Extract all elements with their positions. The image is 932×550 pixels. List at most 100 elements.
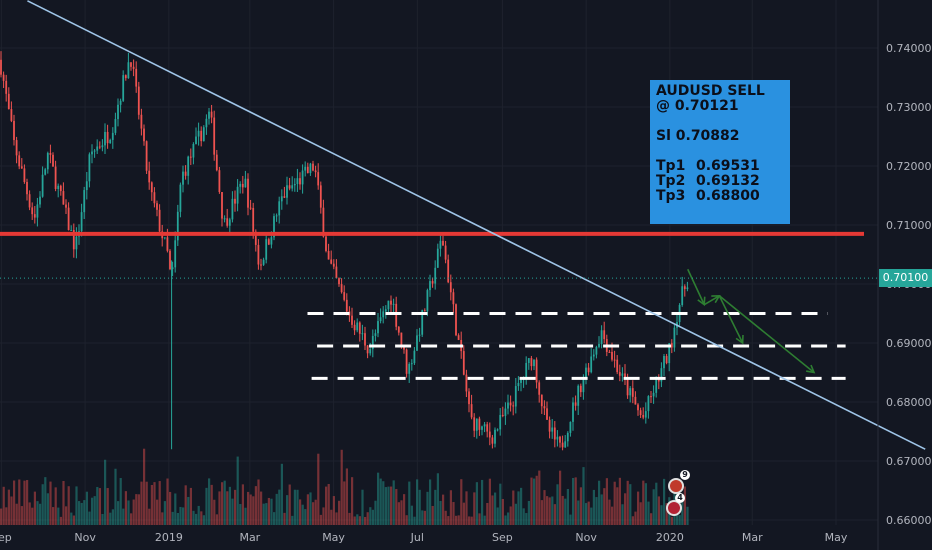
volume-bar <box>496 507 499 525</box>
volume-bar <box>486 502 489 525</box>
volume-bar <box>449 490 452 525</box>
annotation-tp3: Tp3 0.68800 <box>656 188 760 204</box>
volume-bar <box>215 514 218 525</box>
volume-bar <box>148 508 151 525</box>
x-tick-label: Sep <box>492 531 513 544</box>
candle-body <box>494 429 496 444</box>
volume-bar <box>657 496 660 525</box>
candle-body <box>670 343 673 348</box>
candle-body <box>561 442 564 448</box>
volume-bar <box>49 481 52 525</box>
candle-body <box>540 394 543 407</box>
candle-body <box>150 182 153 193</box>
volume-bar <box>439 500 442 525</box>
volume-bar <box>174 493 177 525</box>
volume-bar <box>670 516 673 525</box>
volume-bar <box>20 506 23 525</box>
volume-bar <box>301 504 304 525</box>
volume-bar <box>195 513 198 525</box>
candle-body <box>371 335 374 350</box>
candle-body <box>452 292 455 305</box>
candle-body <box>423 310 426 312</box>
volume-bar <box>403 494 406 525</box>
candle-body <box>616 359 619 373</box>
us-flag-icon[interactable] <box>666 500 682 516</box>
volume-bar <box>101 513 104 525</box>
x-tick-label: Mar <box>742 531 763 544</box>
candle-body <box>52 154 54 167</box>
volume-bar <box>533 478 536 525</box>
volume-bar <box>143 448 146 525</box>
event-flag-icon[interactable] <box>668 478 684 494</box>
volume-bar <box>338 500 341 525</box>
candle-body <box>449 282 452 293</box>
candle-body <box>135 68 138 87</box>
candle-body <box>236 186 239 204</box>
volume-bar <box>197 505 200 525</box>
event-count-badge[interactable]: 9 <box>680 470 690 480</box>
time-axis[interactable]: Sep Nov 2019 Mar May Jul Sep Nov 2020 Mar May <box>0 531 848 544</box>
candle-body <box>366 345 369 354</box>
candle-body <box>447 259 450 283</box>
volume-bar <box>98 488 101 525</box>
candle-body <box>468 391 470 405</box>
volume-bar <box>460 479 463 525</box>
candle-body <box>75 236 78 250</box>
price-axis[interactable]: 0.740000.730000.720000.710000.700000.690… <box>886 42 932 527</box>
projection-arrowhead <box>735 334 744 345</box>
volume-bar <box>491 495 494 525</box>
candle-body <box>309 163 312 174</box>
volume-bar <box>226 491 229 525</box>
candle-body <box>36 204 39 218</box>
volume-bar <box>400 500 403 525</box>
volume-bar <box>239 504 242 525</box>
candle-body <box>2 74 5 81</box>
candle-body <box>572 402 574 422</box>
volume-bar <box>249 494 252 525</box>
candle-body <box>15 140 18 156</box>
volume-bar <box>13 480 16 525</box>
volume-bar <box>540 500 543 525</box>
volume-bar <box>31 507 34 525</box>
y-tick-label: 0.68000 <box>886 396 932 409</box>
candle-body <box>569 421 572 433</box>
volume-bar <box>145 481 148 525</box>
volume-bar <box>468 516 471 525</box>
volume-bar <box>663 478 666 525</box>
candle-body <box>546 408 548 420</box>
candle-body <box>286 185 288 198</box>
candle-body <box>67 207 70 231</box>
volume-bar <box>171 511 174 525</box>
volume-bar <box>96 486 99 525</box>
candle-body <box>124 75 127 79</box>
candle-body <box>210 111 213 118</box>
candle-body <box>629 388 632 396</box>
candle-body <box>475 418 478 431</box>
volume-bar <box>455 515 458 525</box>
candle-body <box>345 299 348 312</box>
volume-bar <box>127 500 130 525</box>
volume-bar <box>488 478 491 525</box>
volume-bar <box>535 475 538 525</box>
candle-body <box>481 426 483 430</box>
candle-body <box>127 62 130 79</box>
volume-bars <box>0 448 689 525</box>
candle-body <box>31 207 34 215</box>
volume-bar <box>418 489 421 525</box>
volume-bar <box>507 512 510 525</box>
y-tick-label: 0.66000 <box>886 514 932 527</box>
candle-body <box>98 146 101 148</box>
volume-bar <box>501 498 504 525</box>
volume-bar <box>137 494 140 525</box>
candle-body <box>486 424 489 432</box>
volume-bar <box>525 513 528 525</box>
candle-body <box>208 111 210 119</box>
downtrend-line <box>27 0 926 450</box>
candle-body <box>314 170 317 173</box>
candle-body <box>442 240 444 246</box>
candle-body <box>319 185 322 208</box>
volume-bar <box>200 511 203 525</box>
event-count-badge[interactable]: 4 <box>675 493 685 503</box>
candle-body <box>109 139 112 144</box>
